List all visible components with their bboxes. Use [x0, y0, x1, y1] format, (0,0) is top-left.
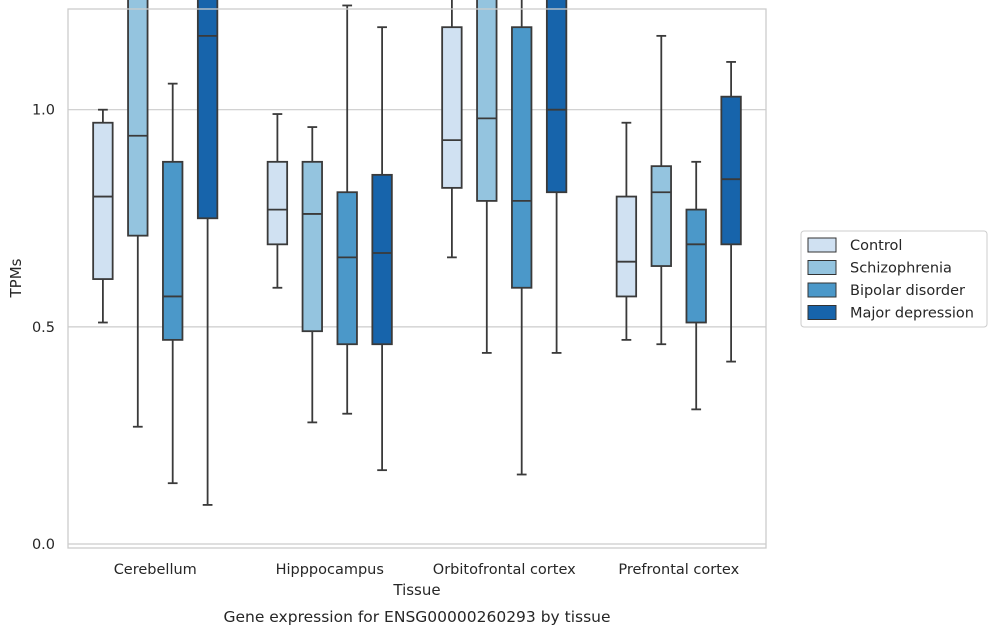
box-iqr: [336, 191, 358, 346]
box-1-0: [266, 113, 289, 289]
legend-label: Bipolar disorder: [850, 283, 965, 299]
box-3-2: [685, 160, 707, 411]
box-iqr: [720, 95, 742, 246]
y-tick-label: 0.5: [32, 320, 55, 336]
box-2-3: [545, 0, 568, 354]
box-iqr: [301, 160, 323, 333]
x-tick-label: Cerebellum: [114, 562, 197, 578]
x-axis-label: Tissue: [392, 581, 440, 599]
y-axis-label: TPMs: [7, 258, 25, 298]
legend-label: Schizophrenia: [850, 261, 952, 277]
box-2-2: [511, 0, 533, 476]
box-iqr: [371, 173, 393, 346]
y-tick-label: 1.0: [32, 103, 55, 119]
box-1-3: [371, 26, 393, 472]
y-tick-labels: 0.00.51.01.52.0: [32, 103, 55, 553]
box-2-0: [441, 0, 463, 259]
box-iqr: [615, 195, 638, 298]
legend-swatch: [807, 237, 837, 253]
plot-frame: [67, 8, 767, 549]
x-tick-labels: Cerebellum Hipppocampus Orbitofrontal cort…: [114, 562, 740, 578]
box-1-1: [301, 126, 323, 424]
box-series: [92, 0, 742, 506]
box-0-1: [127, 0, 149, 428]
box-iqr: [685, 208, 707, 324]
box-iqr: [476, 0, 498, 202]
chart-title: Gene expression for ENSG00000260293 by t…: [223, 608, 610, 626]
box-3-0: [615, 121, 638, 341]
box-iqr: [545, 0, 568, 194]
box-0-3: [196, 0, 219, 506]
box-2-1: [476, 0, 498, 354]
box-iqr: [511, 26, 533, 289]
box-iqr: [266, 160, 289, 246]
x-tick-label: Hipppocampus: [276, 562, 384, 578]
box-iqr: [650, 165, 672, 267]
box-3-1: [650, 34, 672, 346]
box-iqr: [92, 121, 114, 280]
legend-swatch: [807, 260, 837, 275]
box-iqr: [196, 0, 219, 220]
box-0-0: [92, 108, 114, 324]
box-iqr: [441, 26, 463, 189]
legend-label: Major depression: [850, 306, 974, 322]
x-tick-label: Orbitofrontal cortex: [433, 562, 576, 578]
legend-swatch: [807, 282, 837, 298]
legend-frame: [800, 230, 988, 328]
legend-swatch: [807, 305, 837, 320]
legend: Control Schizophrenia Bipolar disorder Majo…: [800, 230, 988, 328]
x-tick-label: Prefrontal cortex: [618, 562, 739, 578]
box-3-3: [720, 61, 742, 363]
box-0-2: [162, 82, 184, 485]
box-iqr: [162, 160, 184, 341]
gridlines: [68, 109, 766, 545]
legend-label: Control: [850, 238, 902, 254]
box-iqr: [127, 0, 149, 237]
y-tick-label: 0.0: [32, 537, 55, 553]
box-1-2: [336, 4, 358, 415]
